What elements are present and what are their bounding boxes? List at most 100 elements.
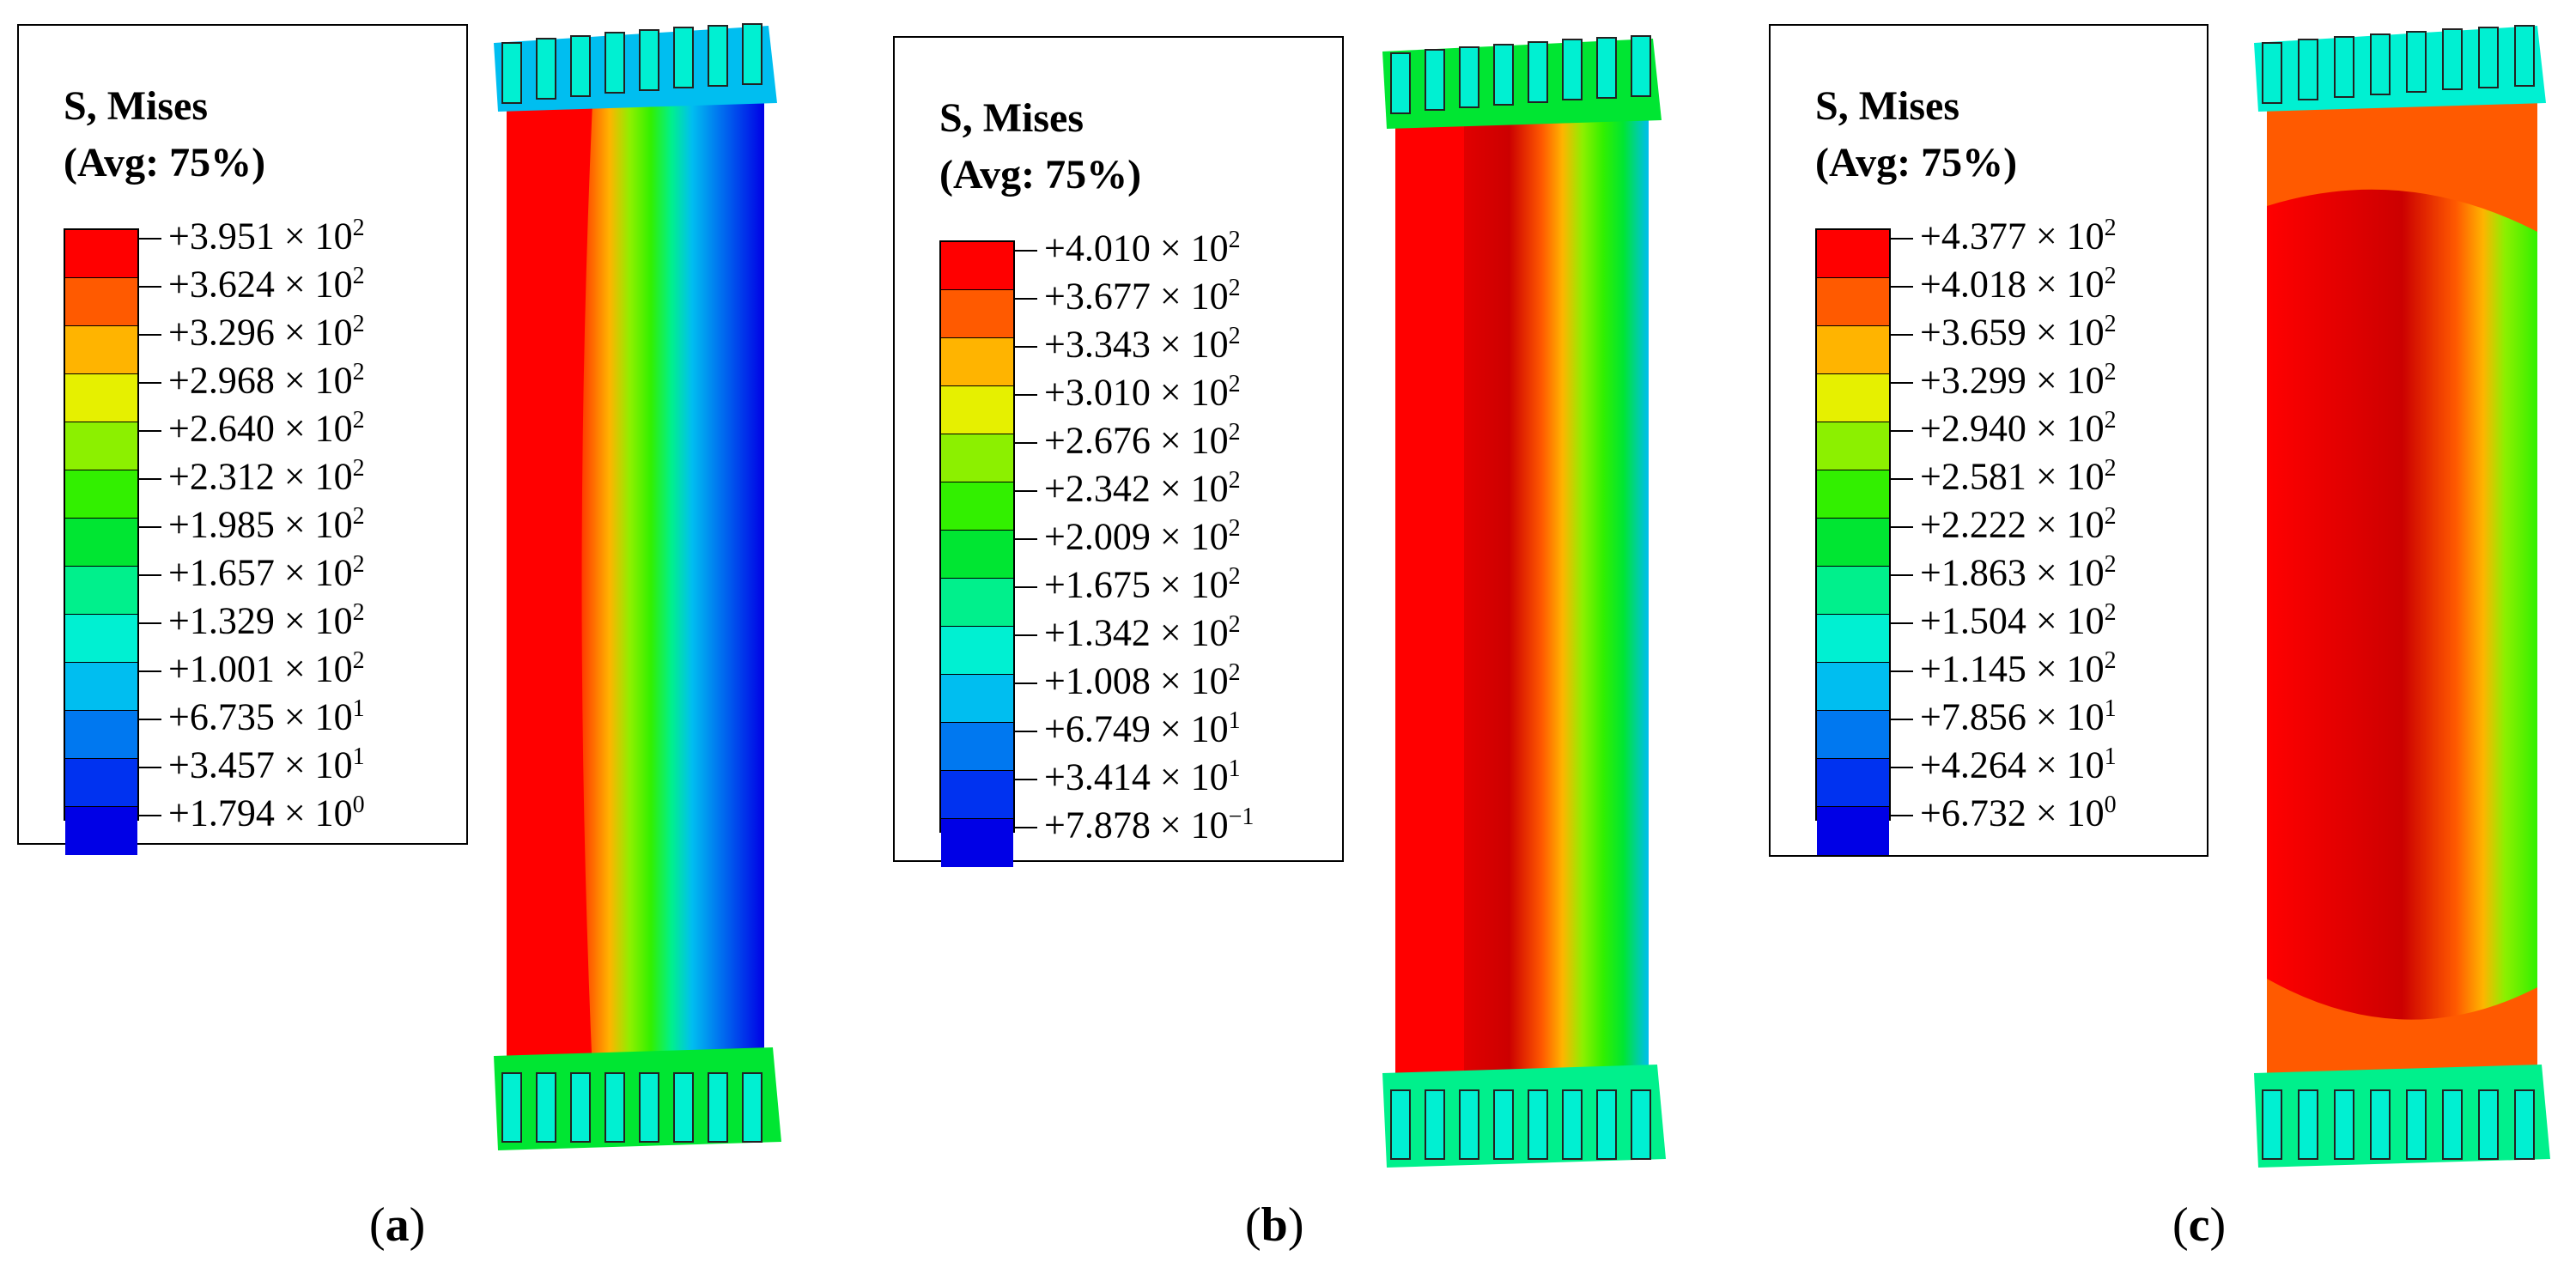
legend-tick xyxy=(139,285,161,288)
colorbar-band xyxy=(941,627,1013,675)
legend-value-exponent: 2 xyxy=(2104,455,2117,482)
legend-value: +2.676 × 102 xyxy=(1015,409,1241,462)
legend-value: +4.010 × 102 xyxy=(1015,216,1241,270)
legend-value-number: +1.675 × 10 xyxy=(1044,563,1229,606)
legend-value-number: +2.581 × 10 xyxy=(1920,455,2105,498)
colorbar-band xyxy=(65,422,137,470)
legend-tick xyxy=(1891,381,1913,384)
legend-tick xyxy=(1891,573,1913,576)
legend-value-number: +2.968 × 10 xyxy=(168,359,353,402)
legend-tick xyxy=(1015,537,1037,540)
legend-value-exponent: 2 xyxy=(2104,215,2117,241)
legend-tick xyxy=(1891,718,1913,720)
colorbar-band xyxy=(65,567,137,615)
legend-value-exponent: 2 xyxy=(352,599,365,626)
legend-value-number: +1.001 × 10 xyxy=(168,647,353,690)
legend-tick xyxy=(1015,393,1037,396)
panel-c: S, Mises (Avg: 75%) +4.377 × 102 +4.018 ×… xyxy=(1717,0,2576,1268)
column-b-contour xyxy=(1382,35,1666,1168)
legend-tick xyxy=(139,381,161,384)
colorbar-band xyxy=(1817,422,1889,470)
legend-tick xyxy=(1891,285,1913,288)
legend-tick xyxy=(1015,634,1037,636)
colorbar-band xyxy=(941,290,1013,338)
legend-value-number: +3.296 × 10 xyxy=(168,311,353,354)
colorbar-band xyxy=(941,531,1013,579)
legend-value-number: +1.504 × 10 xyxy=(1920,599,2105,642)
legend-tick xyxy=(139,525,161,528)
legend-tick xyxy=(139,477,161,480)
legend-value: +1.675 × 102 xyxy=(1015,553,1241,606)
colorbar xyxy=(1815,228,1891,855)
legend-value-exponent: 2 xyxy=(2104,311,2117,337)
legend-value-number: +1.008 × 10 xyxy=(1044,659,1229,702)
legend-tick xyxy=(1891,429,1913,432)
colorbar-band xyxy=(65,663,137,711)
legend-value-exponent: 2 xyxy=(352,215,365,241)
legend-value-number: +2.312 × 10 xyxy=(168,455,353,498)
legend-value: +2.009 × 102 xyxy=(1015,505,1241,558)
column-a-contour xyxy=(494,23,781,1150)
legend-value-exponent: 2 xyxy=(1228,275,1241,301)
colorbar-band xyxy=(1817,326,1889,374)
legend-value: +3.343 × 102 xyxy=(1015,312,1241,366)
legend-value-exponent: 2 xyxy=(2104,551,2117,578)
colorbar-band xyxy=(1817,759,1889,807)
legend-tick xyxy=(139,670,161,672)
legend-value: +1.329 × 102 xyxy=(139,589,365,642)
legend-value-exponent: 2 xyxy=(352,407,365,434)
legend-value-exponent: 2 xyxy=(1228,611,1241,638)
legend-value: +3.624 × 102 xyxy=(139,252,365,306)
legend-value-number: +1.145 × 10 xyxy=(1920,647,2105,690)
legend-value-exponent: 2 xyxy=(2104,599,2117,626)
legend-value-exponent: 1 xyxy=(1228,755,1241,782)
legend-value: +1.001 × 102 xyxy=(139,637,365,690)
legend-value-exponent: 0 xyxy=(2104,792,2117,818)
legend-tick xyxy=(1891,814,1913,816)
column-c-contour xyxy=(2254,25,2550,1168)
legend-value: +1.657 × 102 xyxy=(139,541,365,594)
legend-subtitle: (Avg: 75%) xyxy=(64,140,266,185)
legend-value-number: +3.414 × 10 xyxy=(1044,755,1229,798)
legend-value: +1.342 × 102 xyxy=(1015,601,1241,654)
legend-box: S, Mises (Avg: 75%) +4.377 × 102 +4.018 ×… xyxy=(1769,24,2208,857)
legend-value-number: +1.329 × 10 xyxy=(168,599,353,642)
panel-a: S, Mises (Avg: 75%) +3.951 × 102 +3.624 ×… xyxy=(0,0,859,1268)
colorbar-band xyxy=(941,482,1013,531)
legend-value: +4.377 × 102 xyxy=(1891,204,2117,258)
legend-value-exponent: 2 xyxy=(2104,263,2117,289)
legend-tick xyxy=(139,622,161,624)
legend-tick xyxy=(1891,237,1913,240)
legend-tick xyxy=(139,766,161,768)
colorbar-band xyxy=(1817,615,1889,663)
legend-value: +6.732 × 100 xyxy=(1891,781,2117,834)
legend-value-number: +3.677 × 10 xyxy=(1044,275,1229,318)
colorbar-band xyxy=(65,615,137,663)
legend-value: +3.951 × 102 xyxy=(139,204,365,258)
legend-value-exponent: 2 xyxy=(1228,467,1241,494)
legend-value-number: +4.264 × 10 xyxy=(1920,743,2105,786)
legend-value-number: +1.985 × 10 xyxy=(168,503,353,546)
colorbar-band xyxy=(941,242,1013,290)
legend-tick xyxy=(139,718,161,720)
colorbar-band xyxy=(65,470,137,519)
legend-value: +4.018 × 102 xyxy=(1891,252,2117,306)
legend-value-exponent: −1 xyxy=(1228,804,1255,830)
legend-value: +2.581 × 102 xyxy=(1891,445,2117,498)
legend-tick xyxy=(139,333,161,336)
colorbar-band xyxy=(941,771,1013,819)
legend-value: +4.264 × 101 xyxy=(1891,733,2117,786)
legend-tick xyxy=(1891,766,1913,768)
legend-value: +7.878 × 10−1 xyxy=(1015,793,1255,846)
legend-tick xyxy=(139,429,161,432)
colorbar-band xyxy=(1817,470,1889,519)
colorbar-band xyxy=(941,579,1013,627)
legend-value: +3.414 × 101 xyxy=(1015,745,1241,798)
legend-value-exponent: 1 xyxy=(2104,695,2117,722)
legend-value-number: +2.676 × 10 xyxy=(1044,419,1229,462)
colorbar-band xyxy=(1817,230,1889,278)
legend-tick xyxy=(1891,670,1913,672)
legend-value: +3.010 × 102 xyxy=(1015,361,1241,414)
legend-tick xyxy=(1015,489,1037,492)
legend-tick xyxy=(1891,477,1913,480)
